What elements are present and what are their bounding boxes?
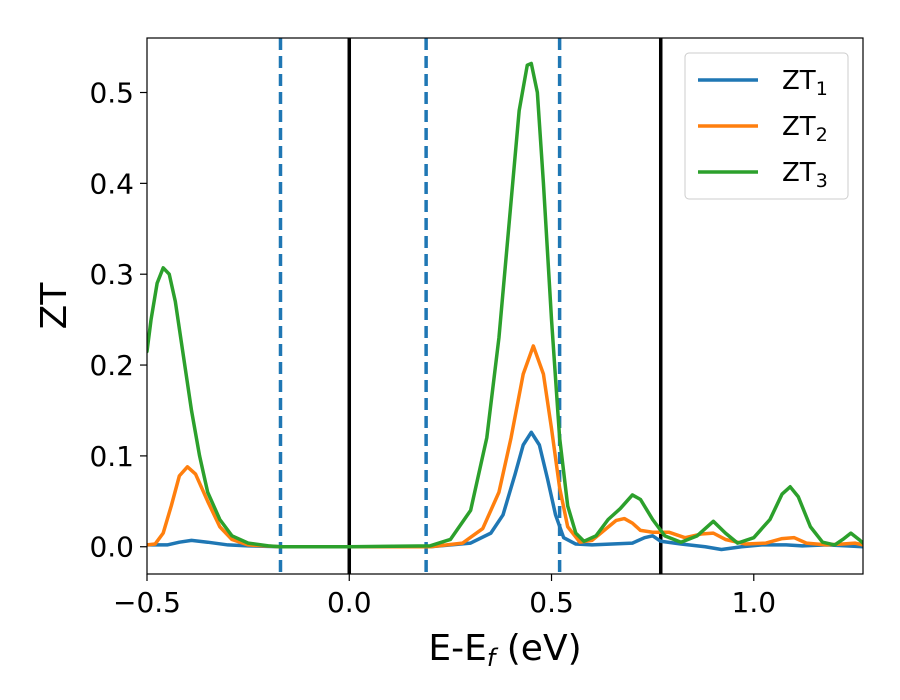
legend-label-zt1: ZT1 — [782, 66, 828, 100]
legend-box — [684, 52, 849, 200]
x-axis: −0.5 0.0 0.5 1.0 — [113, 574, 776, 619]
legend-label-zt3: ZT3 — [782, 158, 828, 192]
y-tick-label: 0.2 — [89, 349, 134, 382]
legend: ZT1 ZT2 ZT3 — [684, 52, 849, 200]
y-tick-label: 0.1 — [89, 440, 134, 473]
y-tick-label: 0.3 — [89, 258, 134, 291]
x-tick-label: 0.5 — [529, 586, 574, 619]
plot-frame — [146, 37, 864, 575]
reference-lines — [278, 38, 663, 574]
x-axis-title-unit: (eV) — [495, 628, 581, 669]
series-lines — [147, 61, 863, 552]
y-tick-label: 0.4 — [89, 167, 134, 200]
y-axis: 0.0 0.1 0.2 0.3 0.4 0.5 — [89, 77, 147, 564]
legend-label-zt2: ZT2 — [782, 112, 828, 146]
x-tick-label: 0.0 — [327, 586, 372, 619]
x-tick-label: 1.0 — [732, 586, 777, 619]
y-tick-label: 0.0 — [89, 531, 134, 564]
x-tick-label: −0.5 — [113, 586, 181, 619]
y-axis-title: ZT — [34, 282, 75, 330]
x-axis-title: E-Ef (eV) — [428, 628, 581, 672]
series-line-zt2 — [147, 344, 863, 549]
y-tick-label: 0.5 — [89, 77, 134, 110]
series-line-zt3 — [147, 61, 863, 549]
x-axis-title-main: E-E — [428, 628, 486, 669]
